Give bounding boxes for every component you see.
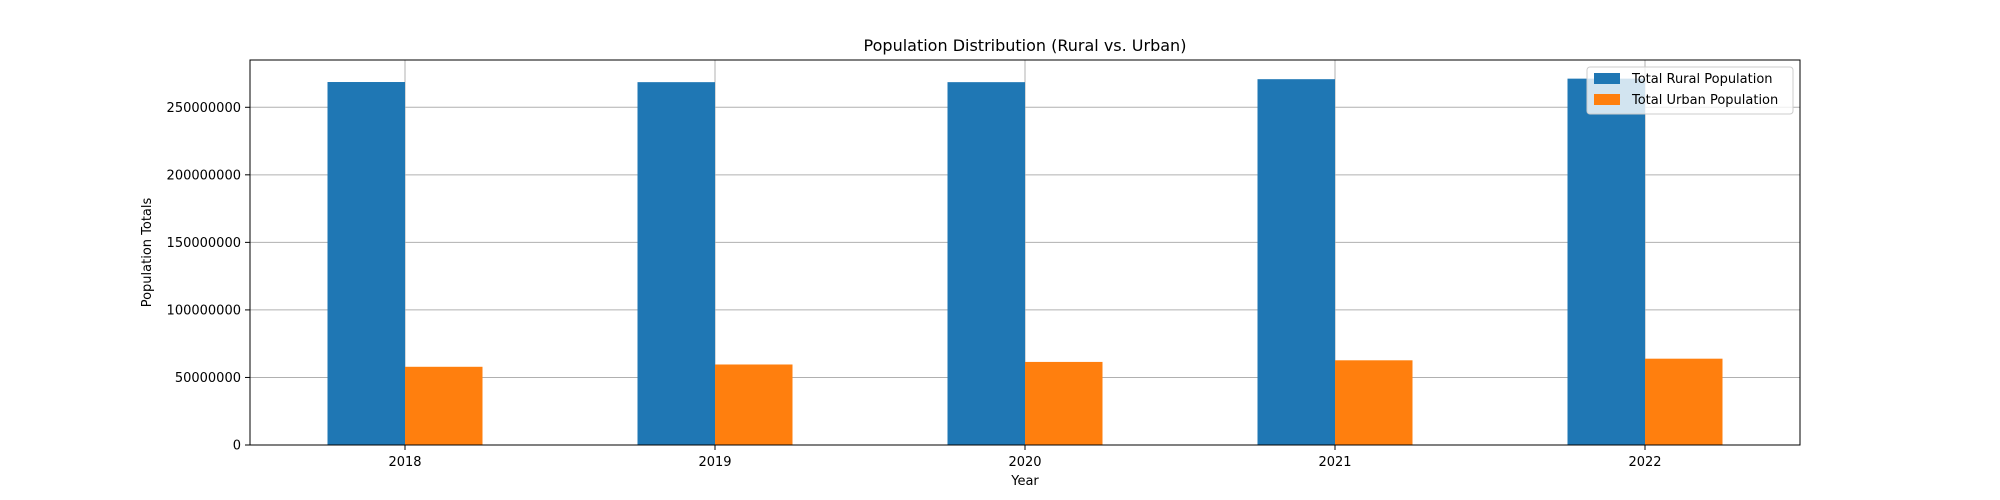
legend: Total Rural Population Total Urban Popul…	[1586, 66, 1794, 115]
bar-urban-2021	[1335, 360, 1413, 445]
y-tick-label: 250000000	[167, 101, 241, 116]
x-tick-label: 2018	[388, 455, 421, 470]
x-tick-label: 2019	[698, 455, 731, 470]
bar-rural-2020	[947, 82, 1025, 445]
x-tick-label: 2021	[1318, 455, 1351, 470]
axis-ticks: 0 50000000 100000000 150000000 200000000 2500…	[167, 101, 1662, 470]
bar-rural-2019	[637, 82, 715, 445]
y-tick-label: 200000000	[167, 168, 241, 183]
y-tick-label: 0	[233, 439, 241, 454]
x-tick-label: 2022	[1628, 455, 1661, 470]
y-tick-label: 100000000	[167, 303, 241, 318]
bars	[327, 78, 1723, 446]
bar-rural-2018	[327, 82, 405, 446]
x-tick-label: 2020	[1008, 455, 1041, 470]
y-tick-label: 150000000	[167, 236, 241, 251]
bar-rural-2022	[1567, 78, 1645, 446]
bar-urban-2018	[405, 366, 483, 445]
y-axis-label: Population Totals	[140, 197, 155, 307]
legend-label-rural: Total Rural Population	[1631, 72, 1773, 87]
bar-urban-2019	[715, 364, 793, 445]
bar-rural-2021	[1257, 79, 1335, 445]
y-tick-label: 50000000	[175, 371, 241, 386]
x-axis-label: Year	[1010, 474, 1039, 489]
bar-urban-2022	[1645, 358, 1723, 445]
legend-box	[1586, 66, 1794, 115]
bar-urban-2020	[1025, 361, 1103, 445]
legend-swatch-rural	[1594, 73, 1620, 84]
legend-swatch-urban	[1594, 94, 1620, 105]
legend-label-urban: Total Urban Population	[1631, 93, 1778, 108]
chart-title: Population Distribution (Rural vs. Urban…	[864, 36, 1187, 55]
